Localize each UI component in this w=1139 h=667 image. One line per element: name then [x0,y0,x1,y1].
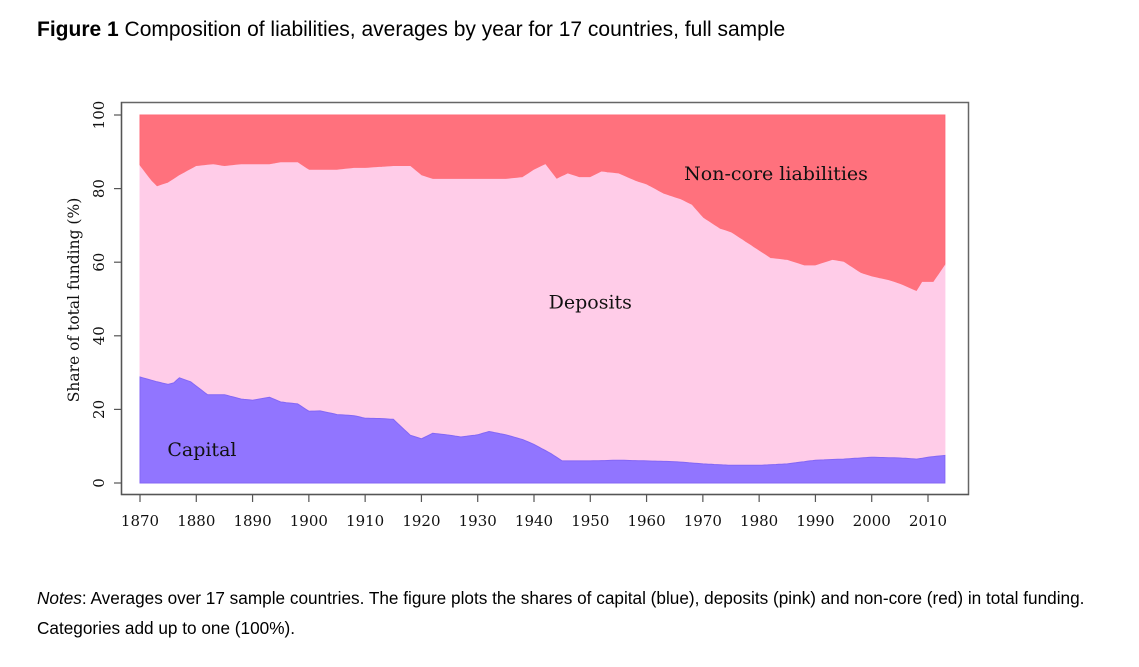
y-axis: 0 20 40 60 80 100 [90,101,123,495]
x-tick-label: 1940 [515,512,553,530]
x-tick-label: 1990 [796,512,834,530]
figure-notes: Notes: Averages over 17 sample countries… [37,583,1122,643]
x-tick-label: 1960 [627,512,665,530]
area-label-deposits: Deposits [549,292,632,314]
area-capital [139,376,946,484]
stacked-area-chart: 0 20 40 60 80 100 1870 1880 1890 1900 1910 1920 193… [65,101,970,530]
x-tick-label: 1890 [233,512,271,530]
x-tick-label: 1900 [290,512,328,530]
area-label-noncore: Non-core liabilities [684,163,868,185]
x-tick-label: 1980 [740,512,778,530]
y-tick-label: 60 [90,253,108,272]
x-tick-label: 1920 [402,512,440,530]
figure-title-text: Composition of liabilities, averages by … [124,18,786,41]
x-tick-label: 1950 [571,512,609,530]
notes-label: Notes [37,588,82,608]
y-tick-label: 80 [90,179,108,198]
y-tick-label: 100 [90,101,108,130]
areas-group [139,114,946,484]
x-tick-label: 1880 [177,512,215,530]
y-tick-label: 20 [90,400,108,419]
x-tick-label: 1970 [684,512,722,530]
y-tick-label: 40 [90,326,108,345]
y-tick-label: 0 [90,478,108,488]
notes-text: : Averages over 17 sample countries. The… [37,588,1085,638]
x-tick-label: 1910 [346,512,384,530]
x-tick-label: 1870 [121,512,159,530]
x-axis: 1870 1880 1890 1900 1910 1920 1930 1940 1950 1960… [121,493,969,530]
y-axis-title: Share of total funding (%) [65,198,83,403]
figure-number: Figure 1 [37,18,119,41]
x-tick-label: 2010 [909,512,947,530]
area-label-capital: Capital [167,439,236,461]
figure-title: Figure 1 Composition of liabilities, ave… [37,18,785,42]
x-tick-label: 2000 [853,512,891,530]
x-tick-label: 1930 [459,512,497,530]
